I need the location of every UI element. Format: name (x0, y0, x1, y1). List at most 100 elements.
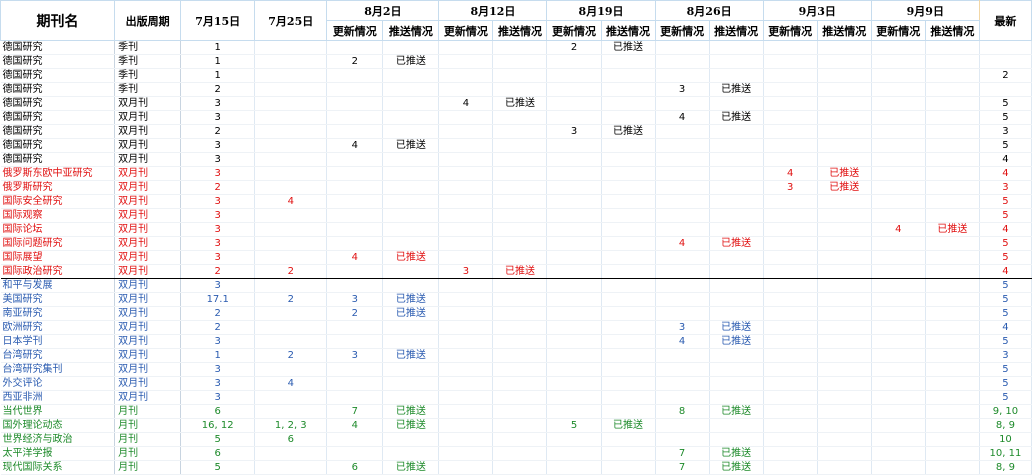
push-cell[interactable] (709, 180, 764, 195)
update-cell[interactable] (326, 446, 384, 461)
push-cell[interactable] (709, 390, 764, 405)
latest-cell[interactable]: 4 (979, 166, 1032, 181)
push-cell[interactable] (601, 348, 656, 363)
period-cell[interactable]: 双月刊 (114, 124, 182, 139)
push-cell[interactable] (382, 194, 440, 209)
jul15-cell[interactable]: 17.1 (180, 292, 256, 307)
jul15-cell[interactable]: 3 (180, 138, 256, 153)
update-cell[interactable] (438, 40, 494, 55)
push-cell[interactable] (601, 362, 656, 377)
push-cell[interactable] (925, 446, 980, 461)
push-cell[interactable] (709, 166, 764, 181)
update-cell[interactable] (763, 110, 818, 125)
latest-cell[interactable]: 5 (979, 292, 1032, 307)
push-cell[interactable] (817, 138, 872, 153)
push-cell[interactable]: 已推送 (925, 222, 980, 237)
push-cell[interactable] (382, 152, 440, 167)
update-cell[interactable] (871, 82, 926, 97)
journal-name-cell[interactable]: 德国研究 (0, 40, 116, 55)
push-cell[interactable] (925, 432, 980, 447)
push-cell[interactable] (601, 180, 656, 195)
push-cell[interactable]: 已推送 (709, 334, 764, 349)
update-cell[interactable] (763, 152, 818, 167)
update-cell[interactable] (871, 432, 926, 447)
push-cell[interactable] (382, 96, 440, 111)
journal-name-cell[interactable]: 德国研究 (0, 96, 116, 111)
push-cell[interactable] (709, 292, 764, 307)
push-cell[interactable] (601, 264, 656, 279)
update-cell[interactable] (438, 320, 494, 335)
push-cell[interactable] (925, 110, 980, 125)
push-cell[interactable] (709, 432, 764, 447)
update-cell[interactable] (655, 278, 710, 293)
journal-name-cell[interactable]: 德国研究 (0, 110, 116, 125)
push-cell[interactable]: 已推送 (492, 96, 548, 111)
update-cell[interactable] (546, 194, 602, 209)
latest-cell[interactable]: 9, 10 (979, 404, 1032, 419)
update-cell[interactable] (763, 54, 818, 69)
jul15-cell[interactable]: 1 (180, 40, 256, 55)
update-cell[interactable] (438, 222, 494, 237)
update-cell[interactable] (763, 96, 818, 111)
latest-cell[interactable]: 5 (979, 306, 1032, 321)
header-push[interactable]: 推送情况 (382, 20, 440, 41)
push-cell[interactable]: 已推送 (601, 418, 656, 433)
jul15-cell[interactable]: 3 (180, 208, 256, 223)
push-cell[interactable] (817, 306, 872, 321)
push-cell[interactable] (382, 40, 440, 55)
period-cell[interactable]: 双月刊 (114, 292, 182, 307)
update-cell[interactable]: 3 (655, 82, 710, 97)
latest-cell[interactable]: 5 (979, 390, 1032, 405)
push-cell[interactable] (601, 110, 656, 125)
update-cell[interactable] (546, 236, 602, 251)
update-cell[interactable] (438, 110, 494, 125)
period-cell[interactable]: 双月刊 (114, 236, 182, 251)
push-cell[interactable] (601, 306, 656, 321)
journal-name-cell[interactable]: 欧洲研究 (0, 320, 116, 335)
jul15-cell[interactable]: 3 (180, 236, 256, 251)
push-cell[interactable] (492, 446, 548, 461)
period-cell[interactable]: 季刊 (114, 54, 182, 69)
journal-name-cell[interactable]: 日本学刊 (0, 334, 116, 349)
update-cell[interactable]: 4 (438, 96, 494, 111)
push-cell[interactable]: 已推送 (601, 124, 656, 139)
push-cell[interactable] (382, 278, 440, 293)
update-cell[interactable] (438, 334, 494, 349)
update-cell[interactable] (871, 124, 926, 139)
update-cell[interactable]: 4 (763, 166, 818, 181)
jul15-cell[interactable]: 3 (180, 166, 256, 181)
push-cell[interactable] (817, 320, 872, 335)
period-cell[interactable]: 双月刊 (114, 362, 182, 377)
header-update[interactable]: 更新情况 (870, 20, 926, 41)
update-cell[interactable] (438, 236, 494, 251)
jul15-cell[interactable]: 6 (180, 404, 256, 419)
push-cell[interactable] (601, 278, 656, 293)
journal-name-cell[interactable]: 现代国际关系 (0, 460, 116, 475)
journal-name-cell[interactable]: 国际安全研究 (0, 194, 116, 209)
update-cell[interactable] (655, 292, 710, 307)
header-update[interactable]: 更新情况 (762, 20, 818, 41)
update-cell[interactable] (655, 166, 710, 181)
update-cell[interactable] (326, 194, 384, 209)
update-cell[interactable] (546, 348, 602, 363)
update-cell[interactable] (763, 138, 818, 153)
push-cell[interactable] (925, 208, 980, 223)
push-cell[interactable] (709, 376, 764, 391)
update-cell[interactable] (326, 152, 384, 167)
update-cell[interactable] (763, 250, 818, 265)
update-cell[interactable] (438, 82, 494, 97)
period-cell[interactable]: 双月刊 (114, 194, 182, 209)
update-cell[interactable] (438, 306, 494, 321)
push-cell[interactable] (601, 194, 656, 209)
push-cell[interactable]: 已推送 (817, 180, 872, 195)
period-cell[interactable]: 双月刊 (114, 138, 182, 153)
update-cell[interactable] (438, 390, 494, 405)
push-cell[interactable] (709, 124, 764, 139)
push-cell[interactable]: 已推送 (382, 418, 440, 433)
push-cell[interactable] (492, 236, 548, 251)
push-cell[interactable] (709, 222, 764, 237)
update-cell[interactable] (871, 460, 926, 475)
push-cell[interactable] (382, 124, 440, 139)
period-cell[interactable]: 双月刊 (114, 306, 182, 321)
journal-name-cell[interactable]: 太平洋学报 (0, 446, 116, 461)
